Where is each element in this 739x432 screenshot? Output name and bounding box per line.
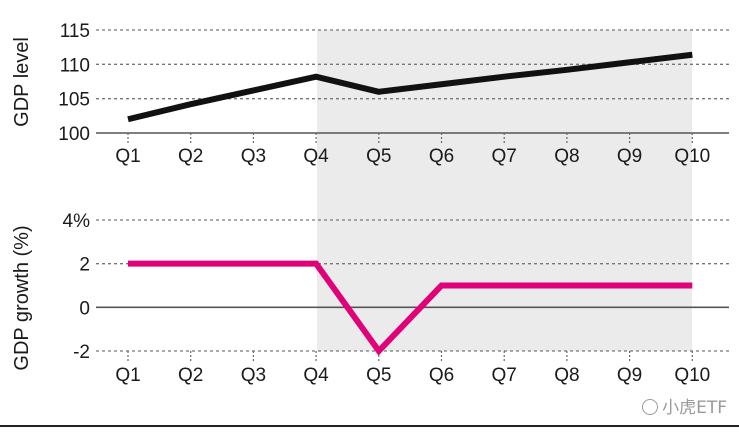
shaded-region [317,30,692,351]
growth-xtick-label: Q4 [303,365,329,386]
level-ytick-label: 110 [60,55,90,76]
level-xtick-label: Q6 [429,146,454,167]
level-ytick-label: 105 [58,90,90,111]
growth-xtick-label: Q2 [178,365,203,386]
growth-ytick-label: 4% [63,211,91,232]
growth-xtick-label: Q3 [241,365,266,386]
watermark: 小虎ETF [642,393,727,418]
growth-ytick-label: -2 [73,342,90,363]
level-xtick-label: Q7 [492,146,517,167]
level-xtick-label: Q1 [115,146,140,167]
level-xtick-label: Q4 [303,146,329,167]
watermark-text: 小虎ETF [662,398,727,418]
level-series-line [127,51,693,123]
growth-xtick-label: Q8 [554,365,579,386]
growth-xtick-label: Q7 [492,365,517,386]
growth-ytick-label: 2 [79,255,90,276]
growth-axis-title: GDP growth (%) [11,225,33,370]
level-xtick-label: Q5 [366,146,391,167]
level-xtick-label: Q8 [554,146,579,167]
growth-xtick-label: Q1 [115,365,140,386]
level-ytick-label: 115 [60,21,90,42]
growth-ytick-label: 0 [79,298,90,319]
circle-logo-icon [642,399,659,415]
growth-xtick-label: Q5 [366,365,391,386]
growth-xtick-label: Q6 [429,365,454,386]
level-xtick-label: Q3 [241,146,266,167]
growth-series-line [128,260,693,356]
growth-xtick-label: Q10 [674,365,710,386]
bottom-rule [0,425,739,427]
level-xtick-label: Q2 [178,146,203,167]
level-ytick-label: 100 [58,124,90,145]
level-axis-title: GDP level [11,37,33,127]
level-xtick-label: Q10 [674,146,710,167]
level-xtick-label: Q9 [617,146,642,167]
growth-xtick-label: Q9 [617,365,642,386]
